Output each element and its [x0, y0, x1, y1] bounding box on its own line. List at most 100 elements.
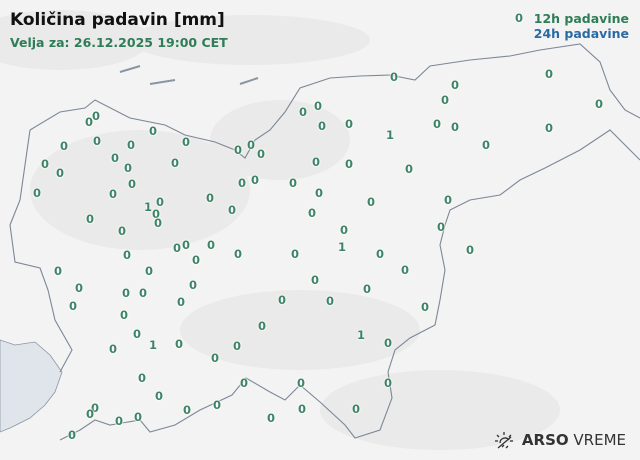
station-value[interactable]: 0 — [440, 93, 450, 107]
station-value[interactable]: 0 — [544, 121, 554, 135]
station-value[interactable]: 0 — [191, 253, 201, 267]
station-value[interactable]: 0 — [313, 99, 323, 113]
station-value[interactable]: 0 — [233, 247, 243, 261]
station-value[interactable]: 0 — [362, 282, 372, 296]
station-value[interactable]: 0 — [311, 155, 321, 169]
station-value[interactable]: 0 — [290, 247, 300, 261]
station-value[interactable]: 0 — [144, 264, 154, 278]
station-value[interactable]: 1 — [385, 128, 395, 142]
station-value[interactable]: 0 — [266, 411, 276, 425]
station-value[interactable]: 0 — [117, 224, 127, 238]
station-value[interactable]: 0 — [465, 243, 475, 257]
station-value[interactable]: 0 — [138, 286, 148, 300]
station-value[interactable]: 0 — [314, 186, 324, 200]
station-value[interactable]: 0 — [91, 109, 101, 123]
station-value[interactable]: 0 — [172, 241, 182, 255]
station-value[interactable]: 0 — [110, 151, 120, 165]
station-value[interactable]: 0 — [108, 342, 118, 356]
station-value[interactable]: 0 — [188, 278, 198, 292]
station-value[interactable]: 0 — [383, 376, 393, 390]
legend-12h[interactable]: 12h padavine — [533, 11, 629, 26]
station-value[interactable]: 0 — [436, 220, 446, 234]
station-value[interactable]: 0 — [450, 120, 460, 134]
station-value[interactable]: 0 — [420, 300, 430, 314]
station-value[interactable]: 0 — [351, 402, 361, 416]
station-value[interactable]: 0 — [298, 105, 308, 119]
station-value[interactable]: 0 — [206, 238, 216, 252]
station-value[interactable]: 0 — [404, 162, 414, 176]
station-value[interactable]: 0 — [92, 134, 102, 148]
station-value[interactable]: 0 — [123, 161, 133, 175]
station-value[interactable]: 0 — [232, 339, 242, 353]
station-value[interactable]: 0 — [170, 156, 180, 170]
station-value[interactable]: 0 — [310, 273, 320, 287]
station-value[interactable]: 0 — [389, 70, 399, 84]
station-value[interactable]: 0 — [514, 11, 524, 25]
station-value[interactable]: 0 — [237, 176, 247, 190]
station-value[interactable]: 0 — [257, 319, 267, 333]
station-value[interactable]: 0 — [154, 389, 164, 403]
station-value[interactable]: 0 — [432, 117, 442, 131]
station-value[interactable]: 0 — [127, 177, 137, 191]
station-value[interactable]: 0 — [68, 299, 78, 313]
station-value[interactable]: 0 — [210, 351, 220, 365]
station-value[interactable]: 0 — [594, 97, 604, 111]
station-value[interactable]: 0 — [246, 138, 256, 152]
station-value[interactable]: 0 — [250, 173, 260, 187]
station-value[interactable]: 0 — [182, 403, 192, 417]
station-value[interactable]: 0 — [108, 187, 118, 201]
station-value[interactable]: 0 — [119, 308, 129, 322]
station-value[interactable]: 0 — [344, 157, 354, 171]
station-value[interactable]: 1 — [337, 240, 347, 254]
station-value[interactable]: 0 — [297, 402, 307, 416]
station-value[interactable]: 1 — [356, 328, 366, 342]
station-value[interactable]: 0 — [151, 207, 161, 221]
legend-24h[interactable]: 24h padavine — [533, 26, 629, 41]
station-value[interactable]: 0 — [85, 407, 95, 421]
station-value[interactable]: 0 — [344, 117, 354, 131]
station-value[interactable]: 0 — [288, 176, 298, 190]
station-value[interactable]: 1 — [148, 338, 158, 352]
station-value[interactable]: 0 — [481, 138, 491, 152]
station-value[interactable]: 0 — [256, 147, 266, 161]
station-value[interactable]: 0 — [53, 264, 63, 278]
station-value[interactable]: 0 — [227, 203, 237, 217]
station-value[interactable]: 0 — [307, 206, 317, 220]
station-value[interactable]: 0 — [450, 78, 460, 92]
station-value[interactable]: 0 — [74, 281, 84, 295]
station-value[interactable]: 0 — [32, 186, 42, 200]
station-value[interactable]: 0 — [114, 414, 124, 428]
station-value[interactable]: 0 — [90, 401, 100, 415]
station-value[interactable]: 0 — [67, 428, 77, 442]
station-value[interactable]: 0 — [383, 336, 393, 350]
station-value[interactable]: 0 — [132, 327, 142, 341]
station-value[interactable]: 0 — [59, 139, 69, 153]
station-value[interactable]: 0 — [205, 191, 215, 205]
station-value[interactable]: 0 — [339, 223, 349, 237]
station-value[interactable]: 0 — [155, 195, 165, 209]
station-value[interactable]: 0 — [85, 212, 95, 226]
station-value[interactable]: 0 — [153, 216, 163, 230]
station-value[interactable]: 0 — [366, 195, 376, 209]
station-value[interactable]: 0 — [181, 238, 191, 252]
station-value[interactable]: 0 — [277, 293, 287, 307]
station-value[interactable]: 0 — [174, 337, 184, 351]
station-value[interactable]: 0 — [181, 135, 191, 149]
station-value[interactable]: 0 — [212, 398, 222, 412]
station-value[interactable]: 0 — [400, 263, 410, 277]
station-value[interactable]: 0 — [375, 247, 385, 261]
station-value[interactable]: 1 — [143, 200, 153, 214]
station-value[interactable]: 0 — [133, 410, 143, 424]
station-value[interactable]: 0 — [176, 295, 186, 309]
station-value[interactable]: 0 — [84, 115, 94, 129]
station-value[interactable]: 0 — [544, 67, 554, 81]
station-value[interactable]: 0 — [121, 286, 131, 300]
station-value[interactable]: 0 — [40, 157, 50, 171]
station-value[interactable]: 0 — [148, 124, 158, 138]
station-value[interactable]: 0 — [55, 166, 65, 180]
station-value[interactable]: 0 — [126, 138, 136, 152]
station-value[interactable]: 0 — [233, 143, 243, 157]
station-value[interactable]: 0 — [325, 294, 335, 308]
station-value[interactable]: 0 — [137, 371, 147, 385]
station-value[interactable]: 0 — [443, 193, 453, 207]
